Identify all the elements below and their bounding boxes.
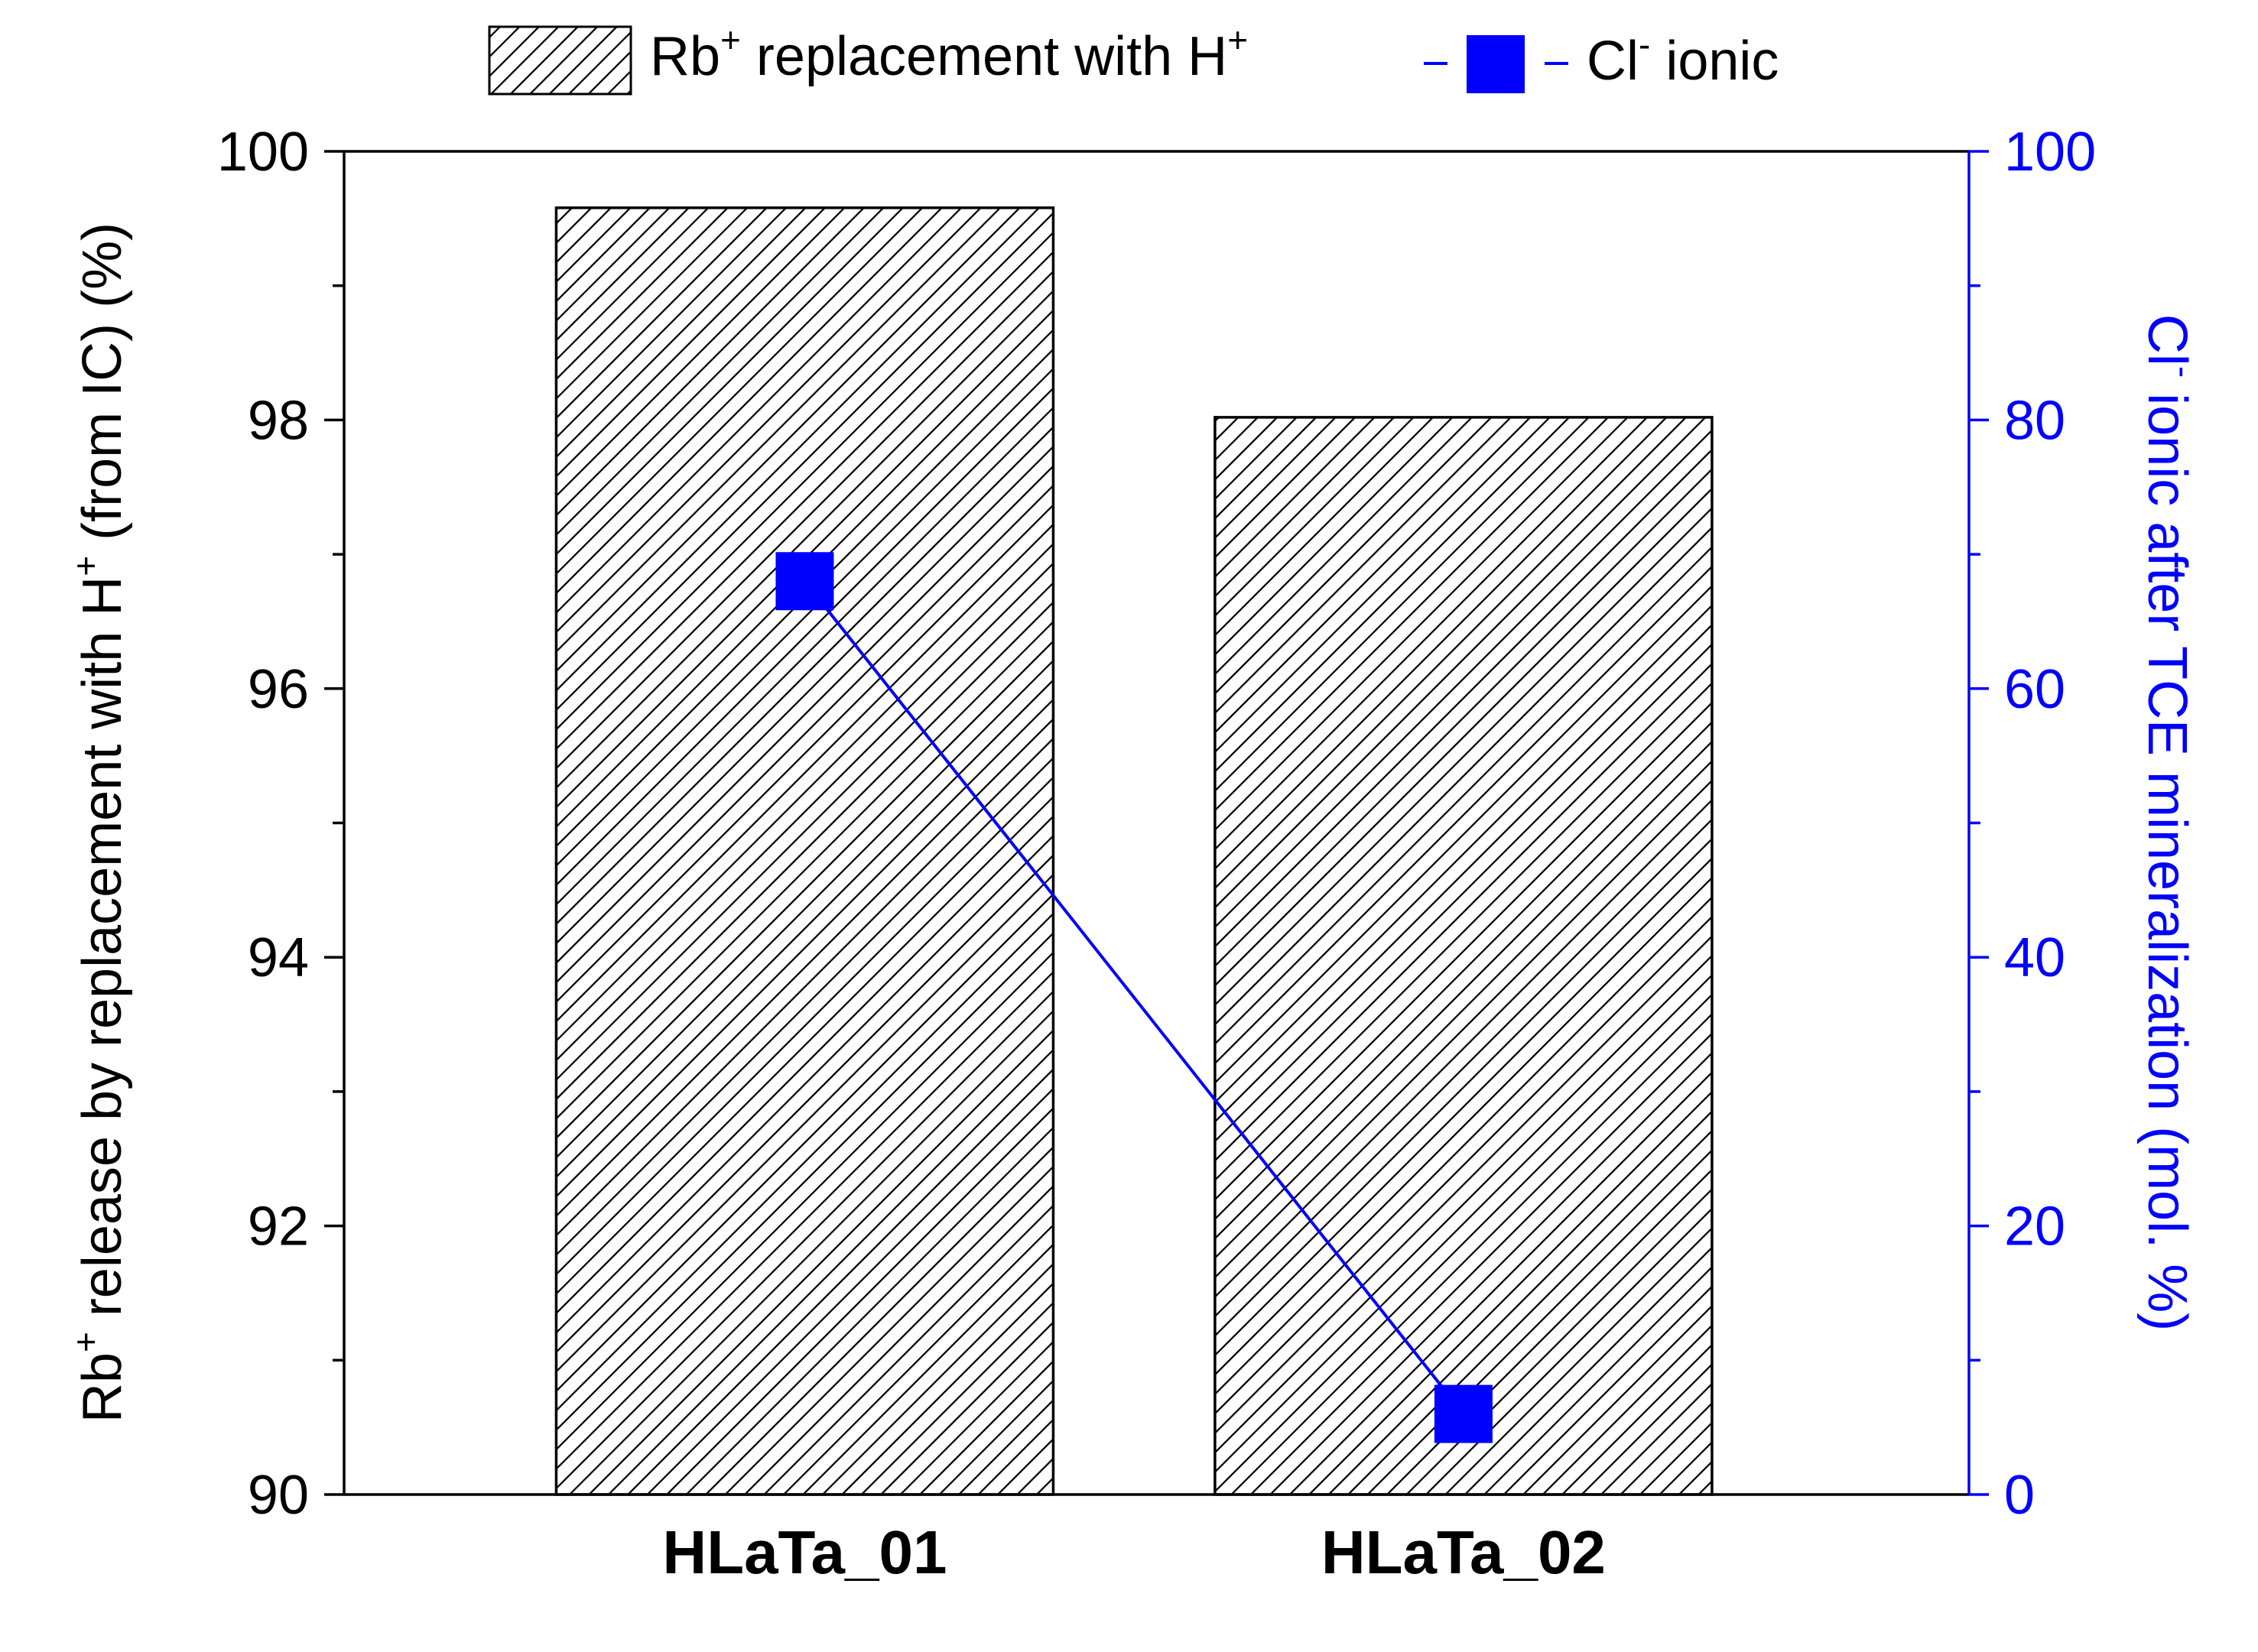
marker-HLaTa_01 xyxy=(775,552,834,611)
bar-series xyxy=(554,206,1714,1496)
left-tick-label: 98 xyxy=(248,390,309,451)
left-tick-label: 94 xyxy=(248,927,309,988)
legend-marker-square xyxy=(1467,35,1525,93)
x-tick-label: HLaTa_01 xyxy=(662,1518,947,1586)
legend-label-line: Cl- ionic xyxy=(1587,24,1779,92)
line-series xyxy=(775,552,1493,1443)
right-tick-label: 60 xyxy=(2004,659,2065,720)
marker-HLaTa_02 xyxy=(1434,1384,1493,1443)
legend-label-bar: Rb+ replacement with H+ xyxy=(650,20,1248,87)
right-axis-title: Cl- ionic after TCE mineralization (mol.… xyxy=(2136,314,2204,1331)
right-tick-label: 0 xyxy=(2004,1465,2035,1526)
right-tick-label: 20 xyxy=(2004,1196,2065,1258)
x-axis-labels: HLaTa_01 HLaTa_02 xyxy=(662,1518,1606,1586)
left-tick-label: 100 xyxy=(217,122,309,183)
left-tick-label: 96 xyxy=(248,659,309,720)
right-tick-label: 80 xyxy=(2004,390,2065,451)
left-axis-title: Rb+ release by replacement with H+ (from… xyxy=(66,222,133,1423)
right-tick-label: 40 xyxy=(2004,927,2065,988)
bar-HLaTa_02 xyxy=(1213,416,1714,1496)
right-tick-label: 100 xyxy=(2004,122,2096,183)
bar-HLaTa_01 xyxy=(554,206,1055,1496)
legend-swatch-bar xyxy=(488,25,632,96)
line-connector xyxy=(803,579,1465,1415)
left-tick-label: 92 xyxy=(248,1196,309,1258)
legend: Rb+ replacement with H+ Cl- ionic xyxy=(488,20,1779,96)
left-tick-label: 90 xyxy=(248,1465,309,1526)
right-axis-ticks: 0 20 40 60 80 100 xyxy=(1969,122,2096,1526)
x-tick-label: HLaTa_02 xyxy=(1321,1518,1606,1586)
left-axis-ticks: 90 92 94 96 98 100 xyxy=(217,122,344,1526)
